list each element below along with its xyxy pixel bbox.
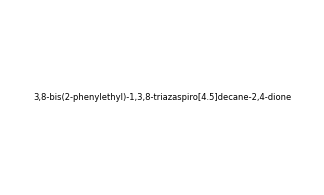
Text: 3,8-bis(2-phenylethyl)-1,3,8-triazaspiro[4.5]decane-2,4-dione: 3,8-bis(2-phenylethyl)-1,3,8-triazaspiro… — [33, 93, 291, 102]
